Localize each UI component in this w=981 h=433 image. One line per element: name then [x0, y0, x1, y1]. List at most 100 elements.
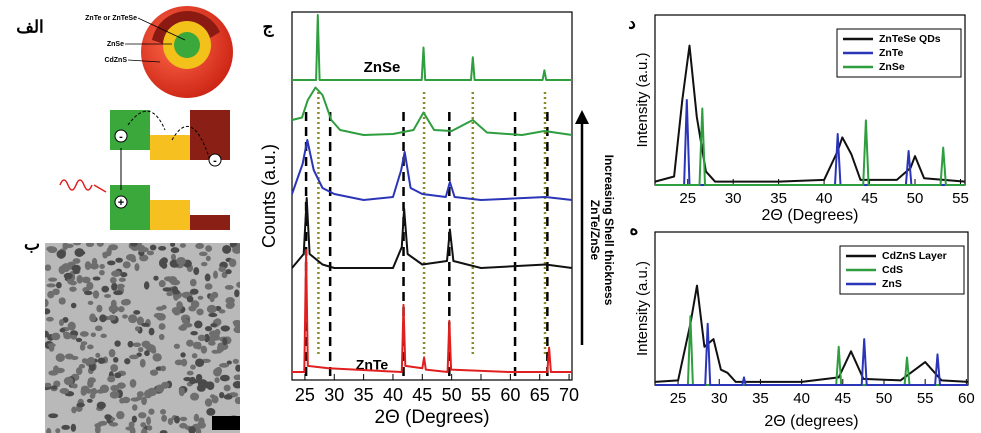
particle: [153, 275, 159, 281]
particle: [86, 398, 93, 403]
particle: [214, 377, 220, 384]
transfer-arrow: [127, 110, 211, 161]
panel-label: الف: [16, 17, 44, 36]
particle: [190, 364, 196, 370]
particle: [233, 326, 240, 334]
particle: [56, 249, 66, 259]
particle: [141, 396, 147, 406]
particle: [122, 261, 131, 269]
panel-label: ج: [263, 17, 275, 37]
particle: [100, 333, 107, 339]
particle: [162, 287, 172, 292]
particle: [170, 253, 176, 261]
series-line: [655, 322, 968, 386]
x-tick-label: 55: [471, 385, 491, 405]
particle: [46, 283, 56, 288]
panel-label: ه: [630, 219, 639, 238]
particle: [89, 393, 96, 399]
particle: [223, 394, 233, 400]
charge: [208, 153, 222, 167]
series-line: [291, 139, 573, 201]
legend-label: CdS: [882, 264, 903, 276]
particle: [148, 327, 155, 336]
x-tick-label: 40: [793, 390, 810, 407]
particle: [90, 332, 97, 338]
particle: [72, 258, 81, 264]
particle: [80, 387, 87, 396]
particle: [55, 428, 61, 433]
particle: [67, 277, 75, 285]
particle: [204, 333, 210, 343]
particle: [179, 416, 188, 422]
particle: [69, 286, 77, 292]
shell-label: CdZnS: [104, 57, 127, 64]
x-tick-label: 50: [907, 190, 924, 207]
particle: [120, 272, 128, 278]
particle: [92, 290, 100, 299]
particle: [118, 306, 125, 313]
particle: [45, 330, 50, 338]
particle: [189, 278, 197, 287]
particle: [139, 254, 149, 262]
particle: [130, 257, 137, 263]
shell-label: ZnTe or ZnTeSe: [85, 15, 137, 22]
particle: [108, 244, 119, 251]
series-line: [291, 197, 573, 269]
photon-arrow: [93, 184, 107, 193]
particle: [62, 243, 69, 250]
particle: [193, 267, 200, 276]
particle: [232, 245, 240, 254]
particle: [107, 260, 116, 266]
x-tick-label: 40: [816, 190, 833, 207]
particle: [79, 331, 89, 337]
particle: [64, 353, 74, 360]
particle: [206, 304, 217, 314]
particle: [211, 349, 220, 354]
particle: [195, 374, 203, 381]
particle: [75, 367, 83, 376]
particle: [191, 353, 198, 359]
particle: [232, 358, 239, 364]
particle: [48, 413, 59, 419]
particle: [84, 290, 93, 296]
particle: [195, 243, 205, 250]
particle: [173, 343, 180, 349]
particle: [108, 314, 116, 321]
x-tick-label: 45: [412, 385, 432, 405]
particle: [46, 427, 52, 433]
particle: [146, 425, 153, 431]
particle: [70, 383, 77, 388]
particle: [113, 356, 119, 363]
particle: [160, 409, 167, 415]
particle: [163, 276, 174, 282]
particle: [96, 243, 104, 247]
particle: [134, 326, 141, 332]
particle: [104, 293, 112, 299]
particle: [45, 382, 52, 388]
particle: [95, 352, 101, 358]
particle: [58, 319, 65, 326]
particle: [45, 298, 49, 308]
particle: [140, 422, 147, 428]
particle: [111, 270, 122, 277]
particle: [189, 288, 199, 295]
particle: [234, 396, 240, 405]
particle: [110, 364, 119, 372]
particle: [48, 277, 58, 282]
particle: [186, 295, 194, 303]
particle: [63, 332, 72, 340]
particle: [158, 245, 167, 251]
particle: [70, 334, 78, 340]
particle: [223, 384, 231, 392]
particle: [47, 246, 58, 254]
particle: [152, 353, 162, 362]
particle: [205, 255, 211, 262]
particle: [143, 281, 150, 290]
particle: [72, 268, 80, 275]
particle: [55, 281, 62, 289]
particle: [115, 257, 123, 263]
legend-label: ZnTeSe QDs: [879, 33, 941, 45]
particle: [92, 276, 101, 281]
particle: [149, 244, 157, 251]
particle: [59, 328, 66, 333]
